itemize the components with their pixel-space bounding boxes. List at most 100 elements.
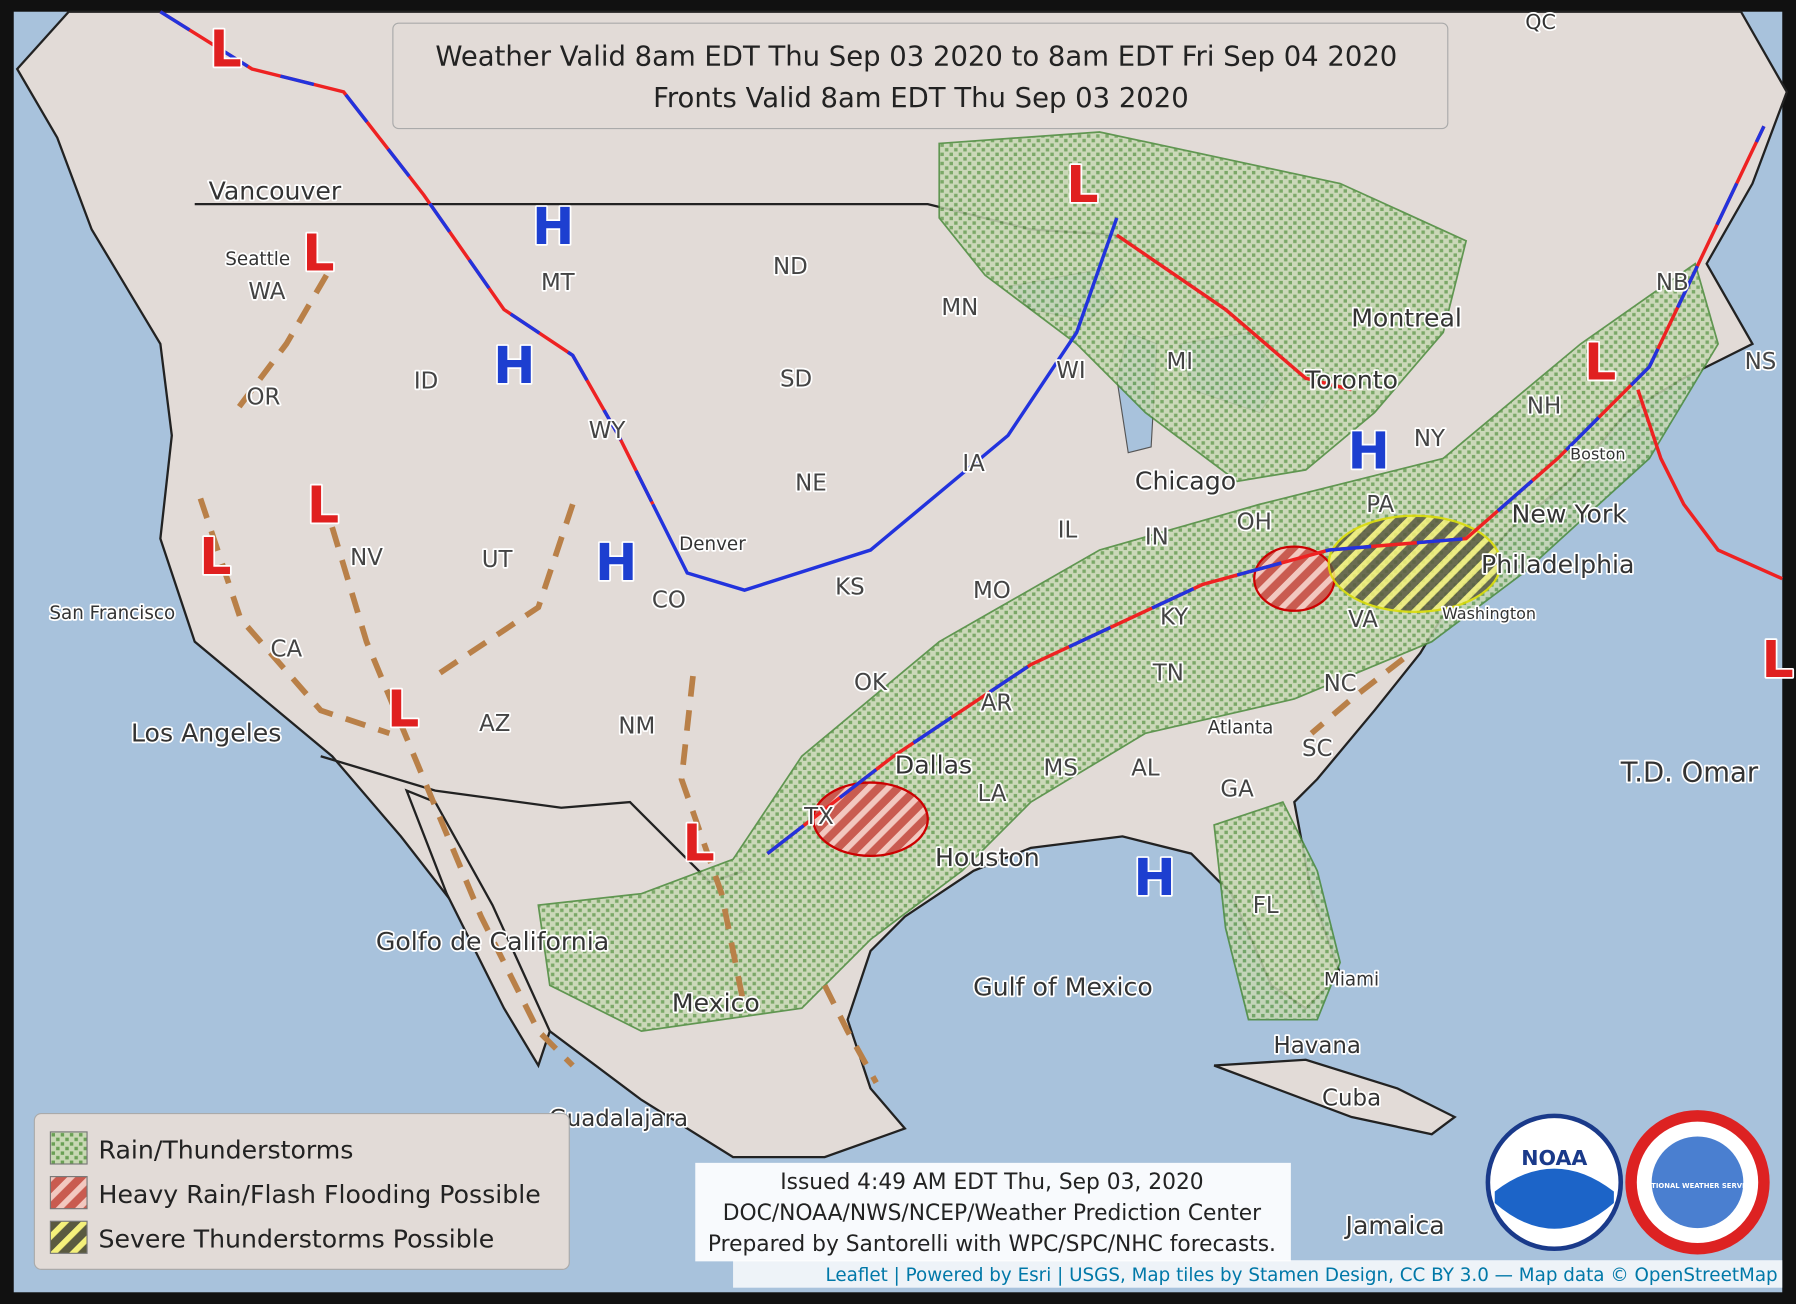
pressure-center: L: [302, 224, 334, 283]
place-label: Gulf of Mexico: [973, 973, 1153, 1002]
place-label: Guadalajara: [549, 1106, 688, 1132]
region-label: TX: [803, 804, 834, 830]
title-line: Fronts Valid 8am EDT Thu Sep 03 2020: [653, 82, 1189, 114]
region-label: NS: [1745, 349, 1777, 375]
trough: [822, 984, 879, 1085]
place-label: Houston: [935, 843, 1040, 872]
troughs: [197, 273, 1405, 1085]
cold-front: [1636, 389, 1783, 581]
region-label: MS: [1044, 756, 1078, 782]
nws-inner: [1651, 1136, 1744, 1229]
trough: [678, 675, 748, 1009]
place-label: Vancouver: [209, 177, 342, 206]
legend: [33, 1113, 570, 1270]
flood-area: [1253, 545, 1336, 612]
region-label: WI: [1056, 358, 1085, 384]
pressure-center: L: [1066, 155, 1098, 214]
cold-front: [651, 217, 1119, 592]
trough: [197, 497, 391, 737]
place-label: Washington: [1442, 604, 1536, 623]
trough: [329, 526, 575, 1068]
region-label: MN: [941, 295, 978, 321]
region-label: VA: [1348, 607, 1378, 633]
place-label: Cuba: [1322, 1086, 1381, 1112]
pressure-center: L: [1762, 630, 1794, 689]
pressure-center: L: [210, 20, 242, 79]
warm-front: [1115, 233, 1352, 392]
region-label: NY: [1414, 426, 1446, 452]
place-label: Toronto: [1304, 366, 1398, 395]
region-label: AZ: [479, 711, 510, 737]
region-label: MO: [973, 578, 1011, 604]
place-label: Los Angeles: [131, 718, 281, 747]
place-label: Mexico: [672, 989, 760, 1018]
region-label: CA: [271, 637, 303, 663]
legend-swatch: [49, 1220, 88, 1254]
issued-line: Prepared by Santorelli with WPC/SPC/NHC …: [708, 1232, 1276, 1257]
place-label: Montreal: [1351, 304, 1462, 333]
noaa-wave: [1494, 1168, 1614, 1229]
pressure-center: H: [1348, 422, 1390, 481]
pressure-center: L: [1584, 332, 1616, 391]
trough: [433, 503, 576, 679]
place-label: Miami: [1324, 969, 1379, 990]
region-label: OR: [246, 385, 280, 411]
legend-swatch: [49, 1176, 88, 1210]
region-label: KY: [1160, 605, 1189, 631]
pressure-center: H: [532, 197, 574, 256]
region-label: WY: [589, 418, 627, 444]
region-label: NM: [618, 713, 655, 739]
issued-line: DOC/NOAA/NWS/NCEP/Weather Prediction Cen…: [723, 1201, 1261, 1226]
region-label: PA: [1366, 492, 1394, 518]
place-label: Philadelphia: [1481, 550, 1634, 579]
pressure-center: L: [683, 813, 715, 872]
region-label: KS: [835, 575, 865, 601]
labels: Vancouver Seattle San Francisco Los Angeles…: [48, 8, 1796, 1241]
region-label: AR: [981, 690, 1013, 716]
region-label: OK: [854, 670, 888, 696]
region-label: NE: [795, 470, 827, 496]
region-label: ID: [414, 369, 438, 395]
region-label: IA: [962, 451, 985, 477]
stationary-front: [766, 125, 1766, 855]
region-label: TN: [1152, 661, 1184, 687]
baja: [404, 788, 552, 1069]
trough: [232, 273, 329, 415]
place-label: Seattle: [225, 249, 290, 270]
place-label: Boston: [1570, 445, 1625, 464]
region-label: NV: [350, 545, 383, 571]
region-label: NB: [1656, 270, 1689, 296]
pressure-center: H: [493, 336, 535, 395]
region-label: IN: [1145, 524, 1169, 550]
pressure-center: H: [1133, 848, 1175, 907]
place-label: QC: [1525, 10, 1556, 34]
region-label: IL: [1058, 517, 1078, 543]
region-label: NH: [1527, 394, 1561, 420]
issued-line: Issued 4:49 AM EDT Thu, Sep 03, 2020: [780, 1170, 1203, 1195]
pressure-center: L: [307, 476, 339, 535]
rain-area: [938, 131, 1468, 483]
legend-label: Rain/Thunderstorms: [99, 1135, 354, 1164]
pressure-center: L: [387, 679, 419, 738]
region-label: LA: [977, 781, 1006, 807]
place-label: Chicago: [1135, 466, 1236, 495]
region-label: MT: [541, 270, 576, 296]
place-label: T.D. Omar: [1620, 756, 1759, 788]
noaa-text: NOAA: [1521, 1146, 1587, 1170]
cuba: [1213, 1058, 1457, 1136]
legend-label: Heavy Rain/Flash Flooding Possible: [99, 1180, 541, 1209]
place-label: New York: [1512, 500, 1628, 529]
fronts: [159, 10, 1783, 855]
legend-swatch: [49, 1131, 88, 1165]
attribution-bar: [733, 1260, 1783, 1288]
place-label: Havana: [1274, 1033, 1361, 1059]
region-label: OH: [1237, 509, 1272, 535]
region-label: GA: [1220, 776, 1254, 802]
region-label: UT: [482, 547, 514, 573]
region-label: SC: [1302, 736, 1333, 762]
attribution: Leaflet | Powered by Esri | USGS, Map ti…: [825, 1265, 1777, 1286]
region-label: ND: [773, 254, 808, 280]
nws-text: NATIONAL WEATHER SERVICE: [1641, 1182, 1755, 1190]
place-label: Atlanta: [1208, 717, 1274, 738]
